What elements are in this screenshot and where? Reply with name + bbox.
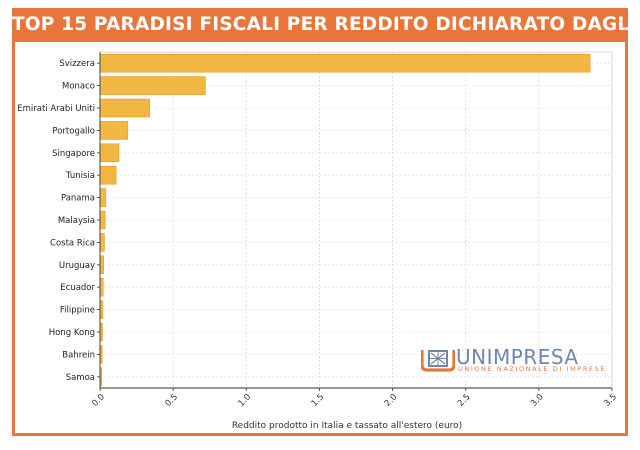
- x-tick-label: 3.5: [602, 392, 619, 409]
- bar: [99, 233, 105, 252]
- axes-layer: [97, 51, 613, 391]
- bar: [99, 188, 107, 207]
- y-tick-label: Malaysia: [58, 216, 95, 226]
- y-tick-label: Hong Kong: [49, 328, 95, 338]
- bar: [99, 76, 206, 95]
- bar: [99, 277, 104, 297]
- bar: [99, 143, 120, 163]
- y-tick-label: Samoa: [66, 373, 95, 383]
- y-tick-label: Uruguay: [59, 261, 95, 271]
- x-tick-label: 2.0: [383, 392, 400, 409]
- bar: [99, 255, 104, 275]
- chart-title: TOP 15 PARADISI FISCALI PER REDDITO DICH…: [12, 8, 628, 42]
- y-tick-label: Costa Rica: [50, 238, 95, 248]
- labels-layer: 0.0 0.5 1.0 1.5 2.0 2.5 3.0 3.5 Svizzera Monaco Em…: [17, 59, 619, 409]
- bar: [99, 121, 129, 140]
- y-tick-label: Tunisia: [65, 171, 95, 181]
- y-tick-label: Bahrein: [62, 350, 95, 360]
- bar: [99, 165, 117, 185]
- y-tick-label: Singapore: [52, 149, 95, 159]
- bar: [99, 210, 106, 230]
- bar: [99, 98, 151, 118]
- x-axis-label: Reddito prodotto in Italia e tassato all…: [232, 421, 462, 431]
- y-tick-label: Svizzera: [59, 59, 95, 69]
- y-tick-label: Emirati Arabi Uniti: [17, 104, 95, 114]
- y-tick-label: Ecuador: [60, 283, 95, 293]
- x-tick-label: 0.5: [163, 392, 180, 409]
- x-tick-label: 0.0: [90, 392, 107, 409]
- y-tick-label: Panama: [61, 194, 95, 204]
- y-tick-label: Monaco: [62, 82, 95, 92]
- grid-layer: [99, 52, 613, 388]
- y-tick-label: Portogallo: [52, 126, 95, 136]
- bar: [99, 53, 591, 73]
- logo-name: UNIMPRESA: [456, 345, 579, 369]
- x-tick-label: 1.0: [237, 392, 254, 409]
- unimpresa-logo: UNIMPRESA UNIONE NAZIONALE DI IMPRESE: [421, 345, 607, 373]
- x-tick-label: 1.5: [310, 392, 327, 409]
- logo-subtitle: UNIONE NAZIONALE DI IMPRESE: [458, 365, 607, 373]
- x-tick-label: 3.0: [529, 392, 546, 409]
- unimpresa-logo-icon: [421, 350, 455, 372]
- y-tick-label: Filippine: [60, 306, 95, 316]
- x-tick-label: 2.5: [456, 392, 473, 409]
